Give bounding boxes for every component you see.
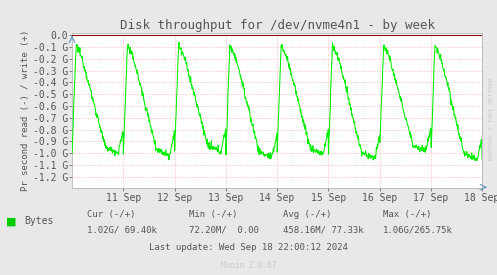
Text: ■: ■ bbox=[6, 216, 16, 226]
Text: Munin 2.0.67: Munin 2.0.67 bbox=[221, 261, 276, 270]
Text: 1.06G/265.75k: 1.06G/265.75k bbox=[383, 226, 453, 234]
Text: Last update: Wed Sep 18 22:00:12 2024: Last update: Wed Sep 18 22:00:12 2024 bbox=[149, 243, 348, 252]
Title: Disk throughput for /dev/nvme4n1 - by week: Disk throughput for /dev/nvme4n1 - by we… bbox=[120, 19, 434, 32]
Text: RRDTOOL / TOBI OETIKER: RRDTOOL / TOBI OETIKER bbox=[489, 77, 494, 160]
Text: 1.02G/ 69.40k: 1.02G/ 69.40k bbox=[87, 226, 157, 234]
Text: 72.20M/  0.00: 72.20M/ 0.00 bbox=[189, 226, 259, 234]
Text: 458.16M/ 77.33k: 458.16M/ 77.33k bbox=[283, 226, 364, 234]
Text: Max (-/+): Max (-/+) bbox=[383, 210, 431, 219]
Y-axis label: Pr second read (-) / write (+): Pr second read (-) / write (+) bbox=[21, 30, 30, 191]
Text: Bytes: Bytes bbox=[24, 216, 53, 226]
Text: Avg (-/+): Avg (-/+) bbox=[283, 210, 331, 219]
Text: Cur (-/+): Cur (-/+) bbox=[87, 210, 135, 219]
Text: Min (-/+): Min (-/+) bbox=[189, 210, 237, 219]
